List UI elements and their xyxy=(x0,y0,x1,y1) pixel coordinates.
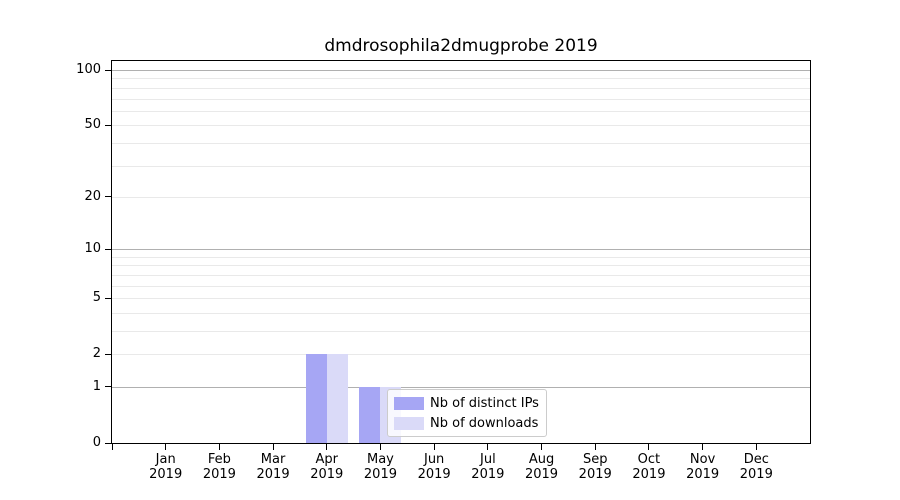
minor-gridline xyxy=(112,125,810,127)
gridlines-layer xyxy=(112,61,810,443)
chart-title: dmdrosophila2dmugprobe 2019 xyxy=(324,36,598,56)
x-tick-label: Mar 2019 xyxy=(256,452,290,482)
minor-gridline xyxy=(112,165,810,167)
major-gridline xyxy=(112,70,810,72)
x-tick xyxy=(433,444,435,450)
bars-layer xyxy=(112,61,810,443)
x-tick-label: Jun 2019 xyxy=(417,452,451,482)
major-gridline xyxy=(112,386,810,388)
x-tick xyxy=(218,444,220,450)
x-tick xyxy=(379,444,381,450)
y-tick-label: 50 xyxy=(84,117,101,133)
minor-gridline xyxy=(112,354,810,356)
minor-gridline xyxy=(112,330,810,332)
x-tick-label: Apr 2019 xyxy=(310,452,344,482)
bar-downloads xyxy=(326,354,348,443)
x-tick-label: Jul 2019 xyxy=(471,452,505,482)
minor-gridline xyxy=(112,298,810,300)
x-tick xyxy=(165,444,167,450)
minor-gridline xyxy=(112,274,810,276)
x-tick xyxy=(755,444,757,450)
minor-gridline xyxy=(112,142,810,144)
legend: Nb of distinct IPs Nb of downloads xyxy=(387,389,547,437)
minor-gridline xyxy=(112,312,810,314)
minor-gridline xyxy=(112,265,810,267)
minor-gridline xyxy=(112,98,810,100)
x-tick-label: Dec 2019 xyxy=(739,452,773,482)
minor-gridline xyxy=(112,78,810,80)
x-tick xyxy=(487,444,489,450)
y-tick-label: 20 xyxy=(84,188,101,204)
y-tick-label: 1 xyxy=(92,378,101,394)
y-tick-label: 5 xyxy=(92,290,101,306)
legend-swatch xyxy=(394,396,424,410)
legend-swatch xyxy=(394,416,424,430)
x-tick-label: Jan 2019 xyxy=(149,452,183,482)
minor-gridline xyxy=(112,87,810,89)
y-tick xyxy=(105,248,111,250)
legend-label: Nb of distinct IPs xyxy=(430,395,539,411)
y-tick-label: 0 xyxy=(92,435,101,450)
plot-area xyxy=(111,60,811,444)
x-tick-label: Aug 2019 xyxy=(524,452,559,482)
y-tick-label: 100 xyxy=(76,62,101,78)
x-tick xyxy=(594,444,596,450)
y-tick-label: 2 xyxy=(92,346,101,362)
legend-item: Nb of downloads xyxy=(394,415,538,431)
bar-distinct-ips xyxy=(305,354,327,443)
y-tick xyxy=(105,442,111,444)
x-tick-label: Feb 2019 xyxy=(202,452,236,482)
y-tick xyxy=(105,124,111,126)
legend-label: Nb of downloads xyxy=(430,415,539,431)
minor-gridline xyxy=(112,110,810,112)
y-tick xyxy=(105,353,111,355)
minor-gridline xyxy=(112,256,810,258)
y-tick xyxy=(105,297,111,299)
y-tick xyxy=(105,386,111,388)
x-tick-label: Nov 2019 xyxy=(686,452,720,482)
y-tick xyxy=(105,196,111,198)
y-tick xyxy=(105,69,111,71)
x-tick xyxy=(541,444,543,450)
x-tick xyxy=(112,444,113,450)
x-tick xyxy=(702,444,704,450)
x-tick xyxy=(326,444,328,450)
x-tick xyxy=(648,444,650,450)
x-tick-label: Oct 2019 xyxy=(632,452,666,482)
minor-gridline xyxy=(112,285,810,287)
x-tick xyxy=(272,444,274,450)
x-tick-label: Sep 2019 xyxy=(578,452,612,482)
x-tick-label: May 2019 xyxy=(363,452,397,482)
y-tick-label: 10 xyxy=(84,241,101,257)
legend-item: Nb of distinct IPs xyxy=(394,395,539,411)
major-gridline xyxy=(112,249,810,251)
bar-distinct-ips xyxy=(359,386,381,443)
minor-gridline xyxy=(112,196,810,198)
